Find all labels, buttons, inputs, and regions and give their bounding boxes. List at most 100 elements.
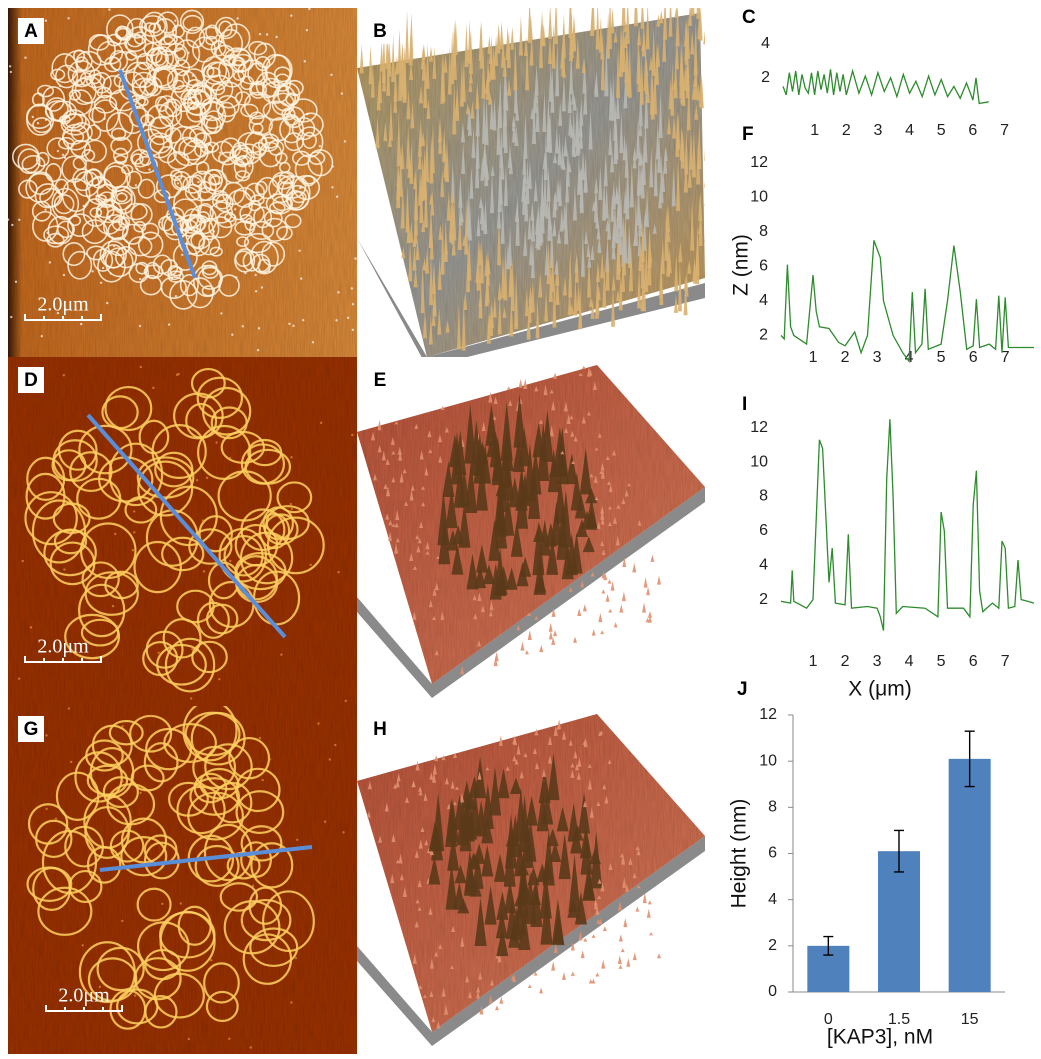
- speck: [288, 323, 290, 325]
- speck: [148, 168, 150, 170]
- speck: [255, 290, 257, 292]
- scale-bar-label: 2.0μm: [37, 294, 89, 316]
- speck: [202, 519, 204, 521]
- image-content: 2.0μm: [8, 357, 357, 706]
- speck: [188, 80, 190, 82]
- spike: [716, 251, 720, 269]
- speck: [306, 29, 308, 31]
- spike: [706, 131, 710, 179]
- speck: [140, 366, 142, 368]
- speck: [176, 374, 178, 376]
- speck: [223, 550, 225, 552]
- x-tick-label: 6: [968, 122, 977, 139]
- speck: [81, 944, 83, 946]
- speck: [270, 242, 272, 244]
- x-tick-label: 4: [905, 122, 914, 139]
- speck: [199, 43, 201, 45]
- spike: [721, 125, 725, 148]
- speck: [257, 349, 259, 351]
- spike: [719, 138, 723, 152]
- speck: [158, 652, 160, 654]
- image-panel: B: [357, 0, 765, 367]
- image-panels: 2.0μmAB2.0μmDE2.0μmGH: [7, 0, 765, 1054]
- scale-bar-label: 2.0μm: [37, 636, 89, 658]
- speck: [293, 93, 295, 95]
- speck: [164, 33, 166, 35]
- speck: [296, 839, 298, 841]
- speck: [44, 209, 46, 211]
- chart-line: F246810121234567Z (nm): [730, 124, 1034, 366]
- speck: [292, 325, 294, 327]
- speck: [10, 316, 12, 318]
- speck: [159, 221, 161, 223]
- speck: [190, 697, 192, 699]
- speck: [229, 560, 231, 562]
- speck: [275, 36, 277, 38]
- speck: [345, 700, 347, 702]
- image-panel: H: [357, 706, 705, 1054]
- speck: [231, 334, 233, 336]
- y-tick-label: 0: [768, 983, 777, 1000]
- x-tick-label: 1: [809, 653, 818, 670]
- spike: [707, 115, 711, 140]
- panel-label: H: [373, 719, 387, 740]
- y-tick-label: 8: [759, 223, 768, 240]
- speck: [180, 902, 182, 904]
- speck: [220, 127, 222, 129]
- spike: [713, 124, 717, 166]
- spike: [711, 110, 715, 150]
- speck: [41, 335, 43, 337]
- spike: [705, 277, 709, 302]
- charts: C241234567F246810121234567Z (nm)I2468101…: [728, 7, 1034, 1049]
- speck: [213, 230, 215, 232]
- speck: [59, 85, 61, 87]
- speck: [219, 151, 221, 153]
- speck: [30, 626, 32, 628]
- spike: [716, 235, 720, 262]
- speck: [290, 14, 292, 16]
- speck: [248, 165, 250, 167]
- spike: [741, 181, 745, 222]
- speck: [259, 33, 261, 35]
- speck: [241, 924, 243, 926]
- speck: [300, 277, 302, 279]
- speck: [64, 157, 66, 159]
- speck: [220, 312, 222, 314]
- spike: [721, 95, 725, 150]
- speck: [298, 249, 300, 251]
- speck: [266, 33, 268, 35]
- speck: [331, 186, 333, 188]
- speck: [46, 232, 48, 234]
- speck: [89, 551, 91, 553]
- speck: [154, 439, 156, 441]
- spike: [716, 242, 720, 283]
- spike: [718, 208, 722, 248]
- panel-label: I: [742, 394, 747, 415]
- x-tick-label: 3: [873, 653, 882, 670]
- speck: [147, 58, 149, 60]
- speck: [342, 831, 344, 833]
- speck: [275, 164, 277, 166]
- chart-line: C241234567: [742, 7, 1009, 139]
- image-content: 2.0μm: [8, 701, 357, 1054]
- speck: [112, 605, 114, 607]
- speck: [24, 57, 26, 59]
- speck: [240, 827, 242, 829]
- speck: [291, 508, 293, 510]
- speck: [243, 156, 245, 158]
- speck: [177, 182, 179, 184]
- speck: [114, 533, 116, 535]
- speck: [174, 19, 176, 21]
- x-axis-label: [KAP3], nM: [827, 1026, 933, 1049]
- y-tick-label: 2: [761, 69, 770, 86]
- speck: [160, 288, 162, 290]
- y-tick-label: 2: [759, 327, 768, 344]
- y-tick-label: 4: [759, 292, 768, 309]
- speck: [241, 917, 243, 919]
- speck: [113, 245, 115, 247]
- speck: [91, 270, 93, 272]
- spike: [711, 57, 715, 72]
- speck: [250, 1046, 252, 1048]
- figure: 2.0μmAB2.0μmDE2.0μmGH C241234567F2468101…: [0, 0, 1041, 1054]
- speck: [280, 653, 282, 655]
